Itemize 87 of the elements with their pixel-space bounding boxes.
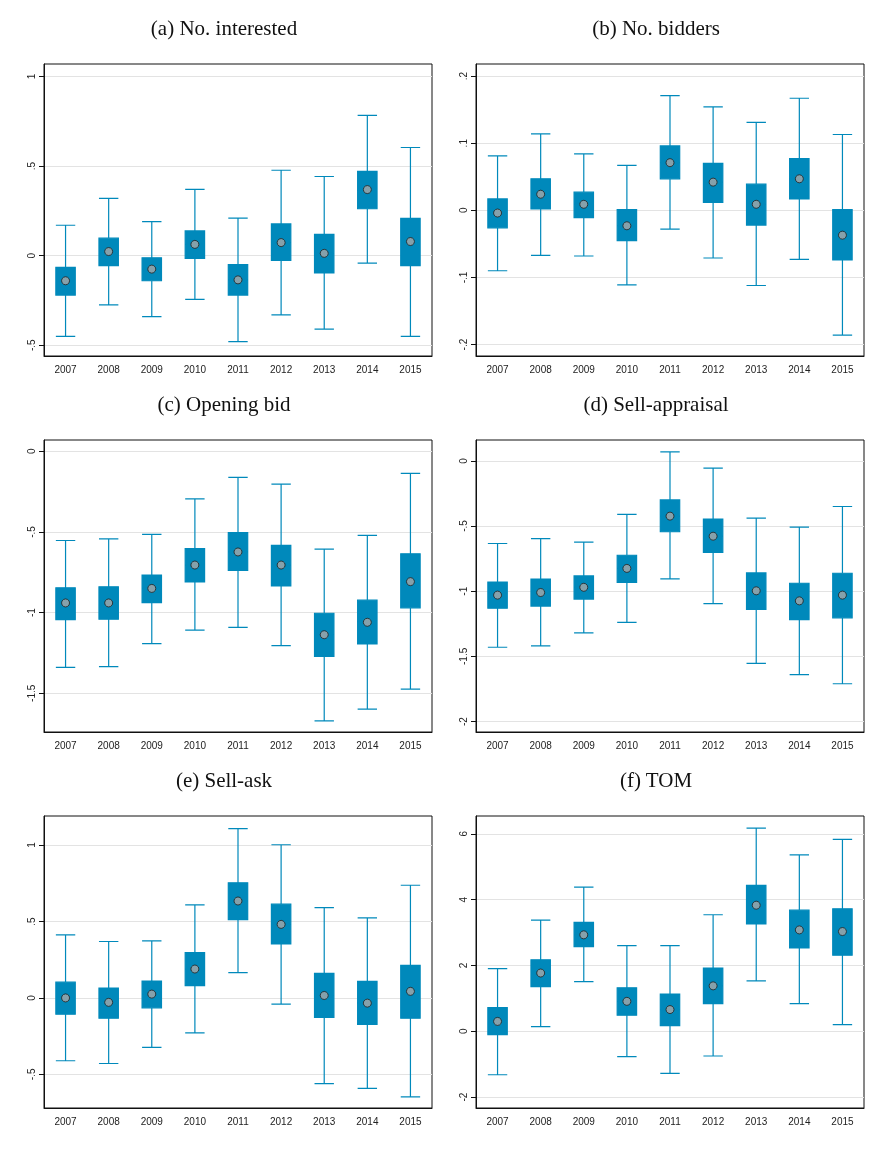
x-tick-label: 2010 bbox=[615, 739, 639, 751]
y-tick-label: -.1 bbox=[457, 271, 469, 284]
x-tick-label: 2011 bbox=[659, 363, 682, 375]
x-tick-label: 2011 bbox=[227, 739, 250, 751]
x-tick-label: 2015 bbox=[399, 739, 422, 751]
x-tick-label: 2008 bbox=[97, 1115, 121, 1127]
x-tick-label: 2015 bbox=[831, 1115, 854, 1127]
y-tick-label: 0 bbox=[25, 994, 37, 1001]
x-tick-label: 2013 bbox=[313, 739, 336, 751]
y-tick-label: -2 bbox=[457, 716, 469, 727]
x-tick-label: 2007 bbox=[54, 1115, 78, 1127]
x-tick-label: 2011 bbox=[227, 363, 250, 375]
x-tick-label: 2012 bbox=[701, 1115, 725, 1127]
chart-title: (f) TOM bbox=[619, 767, 693, 792]
y-tick-label: -.2 bbox=[457, 338, 469, 351]
x-tick-label: 2014 bbox=[788, 1115, 811, 1127]
x-tick-label: 2009 bbox=[572, 363, 596, 375]
y-tick-label: 0 bbox=[457, 457, 469, 464]
x-tick-label: 2009 bbox=[572, 739, 596, 751]
x-tick-label: 2009 bbox=[140, 739, 164, 751]
y-tick-label: -1.5 bbox=[25, 684, 37, 702]
x-tick-label: 2012 bbox=[269, 363, 293, 375]
x-tick-label: 2007 bbox=[486, 739, 510, 751]
y-tick-label: 0 bbox=[457, 207, 469, 214]
y-tick-label: -2 bbox=[457, 1092, 469, 1102]
chart-title: (a) No. interested bbox=[150, 15, 298, 40]
x-tick-label: 2007 bbox=[54, 739, 78, 751]
x-tick-label: 2010 bbox=[183, 1115, 207, 1127]
x-tick-label: 2014 bbox=[788, 363, 811, 375]
y-tick-label: -1.5 bbox=[457, 647, 469, 666]
x-tick-label: 2007 bbox=[54, 363, 78, 375]
x-tick-label: 2014 bbox=[356, 363, 379, 375]
x-tick-label: 2013 bbox=[313, 1115, 336, 1127]
x-tick-label: 2014 bbox=[788, 739, 811, 751]
x-tick-label: 2009 bbox=[572, 1115, 596, 1127]
y-tick-label: -.5 bbox=[25, 1068, 37, 1081]
x-tick-label: 2015 bbox=[831, 739, 854, 751]
x-tick-label: 2014 bbox=[356, 739, 379, 751]
y-tick-label: .5 bbox=[25, 916, 37, 926]
x-tick-label: 2009 bbox=[140, 363, 164, 375]
x-tick-label: 2007 bbox=[486, 363, 510, 375]
chart-title: (c) Opening bid bbox=[157, 391, 291, 416]
y-tick-label: 6 bbox=[457, 830, 469, 837]
x-tick-label: 2015 bbox=[399, 363, 422, 375]
x-tick-label: 2015 bbox=[831, 363, 854, 375]
x-tick-label: 2012 bbox=[269, 1115, 293, 1127]
y-tick-label: 0 bbox=[457, 1028, 469, 1035]
chart-title: (d) Sell-appraisal bbox=[583, 391, 729, 416]
y-tick-label: 1 bbox=[25, 841, 37, 848]
y-tick-label: -1 bbox=[457, 586, 469, 596]
x-tick-label: 2013 bbox=[745, 739, 768, 751]
x-tick-label: 2010 bbox=[615, 363, 639, 375]
y-tick-label: 1 bbox=[25, 73, 37, 80]
x-tick-label: 2008 bbox=[529, 1115, 553, 1127]
x-tick-label: 2013 bbox=[745, 1115, 768, 1127]
y-tick-label: -1 bbox=[25, 607, 37, 618]
x-tick-label: 2010 bbox=[183, 363, 207, 375]
y-tick-label: -.5 bbox=[25, 338, 37, 352]
y-tick-label: 4 bbox=[457, 896, 469, 903]
y-tick-label: .1 bbox=[457, 138, 469, 148]
x-tick-label: 2008 bbox=[97, 739, 121, 751]
x-tick-label: 2014 bbox=[356, 1115, 379, 1127]
x-tick-label: 2008 bbox=[97, 363, 121, 375]
x-tick-label: 2008 bbox=[529, 363, 553, 375]
x-tick-label: 2010 bbox=[615, 1115, 639, 1127]
x-tick-label: 2012 bbox=[701, 739, 725, 751]
y-tick-label: 2 bbox=[457, 962, 469, 969]
y-tick-label: -.5 bbox=[25, 525, 37, 538]
y-tick-label: .2 bbox=[457, 71, 469, 81]
x-tick-label: 2012 bbox=[269, 739, 293, 751]
x-tick-label: 2009 bbox=[140, 1115, 164, 1127]
x-tick-label: 2011 bbox=[227, 1115, 250, 1127]
x-tick-label: 2011 bbox=[659, 739, 682, 751]
y-tick-label: -.5 bbox=[457, 519, 469, 532]
x-tick-label: 2011 bbox=[659, 1115, 682, 1127]
x-tick-label: 2007 bbox=[486, 1115, 510, 1127]
x-tick-label: 2010 bbox=[183, 739, 207, 751]
x-tick-label: 2013 bbox=[313, 363, 336, 375]
y-tick-label: 0 bbox=[25, 252, 37, 259]
y-tick-label: .5 bbox=[25, 161, 37, 171]
x-tick-label: 2012 bbox=[701, 363, 725, 375]
chart-title: (b) No. bidders bbox=[592, 15, 720, 40]
y-tick-label: 0 bbox=[25, 448, 37, 455]
x-tick-label: 2008 bbox=[529, 739, 553, 751]
chart-title: (e) Sell-ask bbox=[175, 767, 273, 792]
x-tick-label: 2015 bbox=[399, 1115, 422, 1127]
x-tick-label: 2013 bbox=[745, 363, 768, 375]
